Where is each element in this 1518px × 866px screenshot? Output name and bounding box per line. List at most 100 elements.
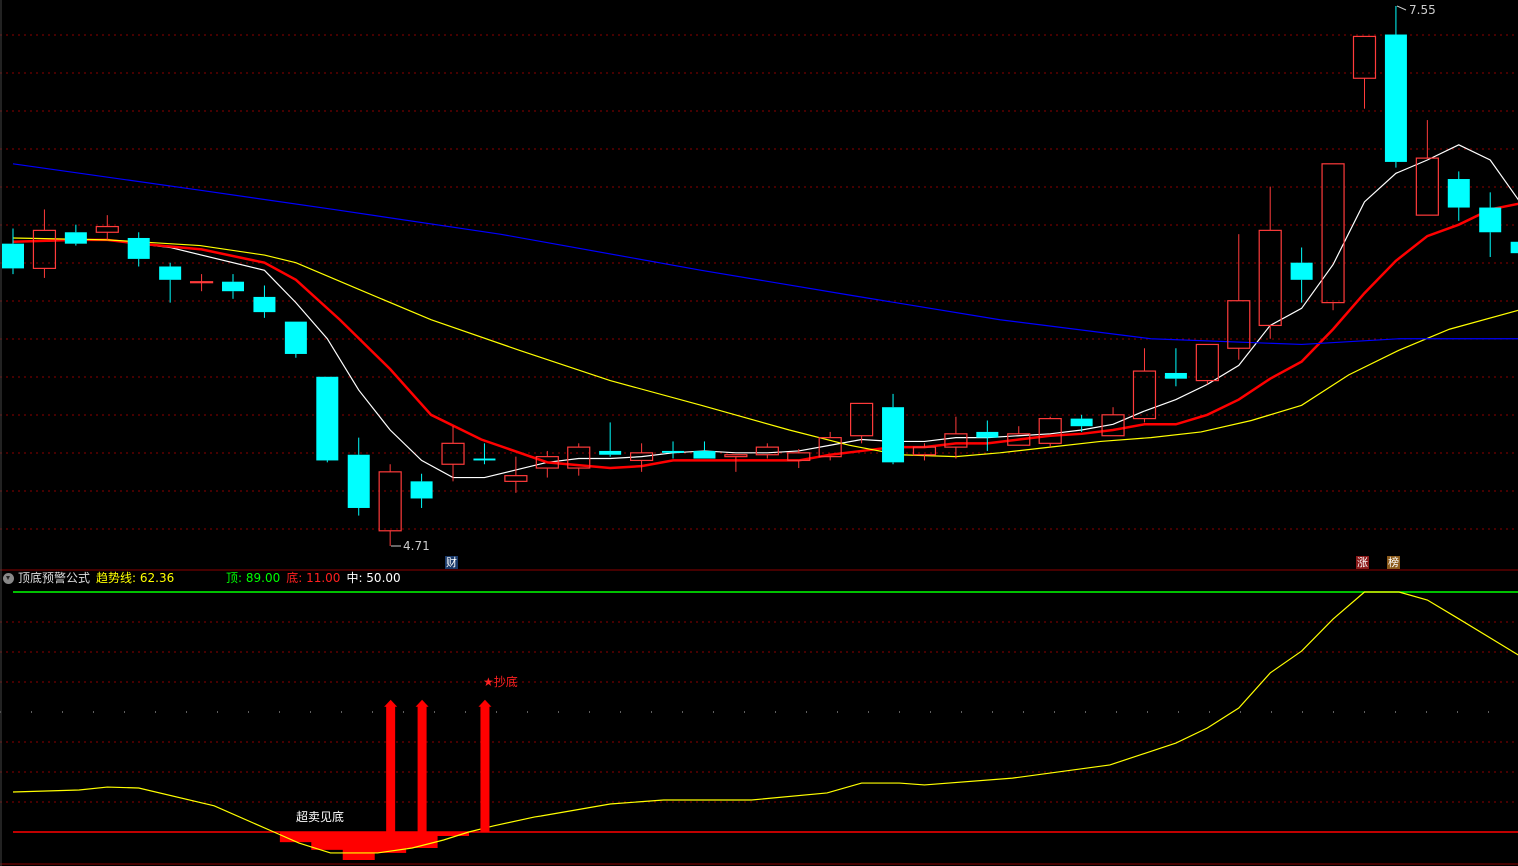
oversold-label: 超卖见底	[296, 810, 345, 824]
candle	[1415, 120, 1439, 216]
candle-body	[818, 437, 842, 458]
candle-body	[1447, 179, 1470, 208]
candle	[693, 441, 716, 459]
oversold-bar	[437, 832, 470, 836]
ma-line-3	[12, 163, 1518, 346]
candle-body	[1510, 241, 1518, 254]
moving-averages	[12, 144, 1518, 479]
candle	[284, 321, 307, 358]
finance-marker[interactable]: 财	[445, 556, 458, 569]
indicator-grid	[0, 591, 1518, 803]
signal-arrow-head	[415, 699, 429, 707]
candle-body	[253, 296, 276, 313]
candle	[2, 228, 24, 275]
candle	[127, 232, 150, 267]
candle-body	[1038, 418, 1062, 444]
candle	[1290, 247, 1313, 303]
candle	[1510, 241, 1518, 254]
high-pointer	[1396, 5, 1407, 11]
candle-body	[159, 266, 182, 280]
candle-body	[662, 450, 685, 453]
candle-body	[850, 402, 874, 437]
candle-body	[1258, 229, 1282, 327]
candle-body	[473, 458, 496, 461]
bottom-value: 底: 11.00	[286, 571, 341, 585]
candle-body	[284, 321, 307, 354]
candle-body	[378, 471, 402, 532]
candle	[1101, 407, 1125, 437]
indicator-title-group: 顶底预警公式 趋势线: 62.36	[18, 570, 174, 587]
candle	[1007, 426, 1031, 446]
candle	[912, 443, 937, 461]
candle-body	[347, 454, 370, 508]
candle-body	[1007, 433, 1031, 446]
candle	[95, 215, 119, 240]
candle-body	[95, 225, 119, 233]
candle-body	[724, 454, 748, 458]
chevron-down-icon[interactable]	[3, 573, 14, 584]
candle-body	[1101, 414, 1125, 437]
candle-body	[316, 376, 339, 461]
signal-arrow-shaft	[417, 705, 427, 832]
candle-body	[912, 446, 937, 456]
indicator-levels-group: 顶: 89.00 底: 11.00 中: 50.00	[226, 570, 401, 587]
candle	[32, 209, 57, 278]
candle	[567, 443, 591, 476]
rank-marker[interactable]: 榜	[1387, 556, 1400, 569]
candle-body	[1164, 372, 1187, 379]
candle	[159, 262, 182, 303]
candle	[1070, 414, 1093, 432]
oversold-bar	[342, 832, 375, 860]
candle-body	[599, 450, 622, 455]
candle-body	[1195, 343, 1219, 382]
candle	[1195, 343, 1219, 385]
candles	[2, 5, 1518, 547]
candle-body	[693, 450, 716, 459]
candle-body	[755, 446, 779, 456]
oversold-bar	[311, 832, 344, 850]
candle-body	[2, 243, 24, 269]
candle	[347, 437, 370, 516]
candle	[724, 454, 748, 472]
candle-body	[222, 281, 245, 292]
candle-body	[64, 232, 87, 244]
candle	[410, 473, 433, 508]
signal-arrow-shaft	[480, 705, 490, 832]
candle-body	[504, 475, 528, 482]
oversold-bar	[279, 832, 312, 843]
mid-value: 中: 50.00	[346, 571, 401, 585]
signal-arrow-head	[384, 699, 398, 707]
candle	[1352, 35, 1377, 109]
candle	[1258, 186, 1282, 339]
high-price-label: 7.55	[1409, 3, 1436, 17]
trend-value: 趋势线: 62.36	[96, 571, 175, 585]
candle	[1132, 348, 1157, 423]
candle	[850, 402, 874, 444]
candle	[64, 224, 87, 246]
top-value: 顶: 89.00	[226, 571, 281, 585]
candle	[535, 450, 559, 478]
candle-body	[1132, 370, 1157, 420]
candle-body	[441, 442, 465, 465]
candle	[1164, 348, 1187, 387]
candle	[253, 285, 276, 318]
indicator-name[interactable]: 顶底预警公式	[18, 571, 91, 585]
candle	[378, 464, 402, 546]
trend-line	[12, 591, 1518, 854]
candle-body	[127, 237, 150, 259]
candle	[1479, 192, 1502, 257]
candle	[1321, 163, 1345, 311]
ma-line-1	[12, 202, 1518, 470]
candle-body	[944, 433, 968, 448]
candle-body	[1070, 418, 1093, 427]
rise-marker[interactable]: 涨	[1356, 556, 1369, 569]
candle-body	[1352, 35, 1377, 79]
candle-body	[1227, 300, 1251, 349]
candle	[473, 443, 496, 465]
ma-line-0	[12, 144, 1518, 479]
candle	[755, 443, 779, 459]
candle-body	[410, 481, 433, 499]
candle	[504, 456, 528, 493]
candle	[1227, 234, 1251, 360]
